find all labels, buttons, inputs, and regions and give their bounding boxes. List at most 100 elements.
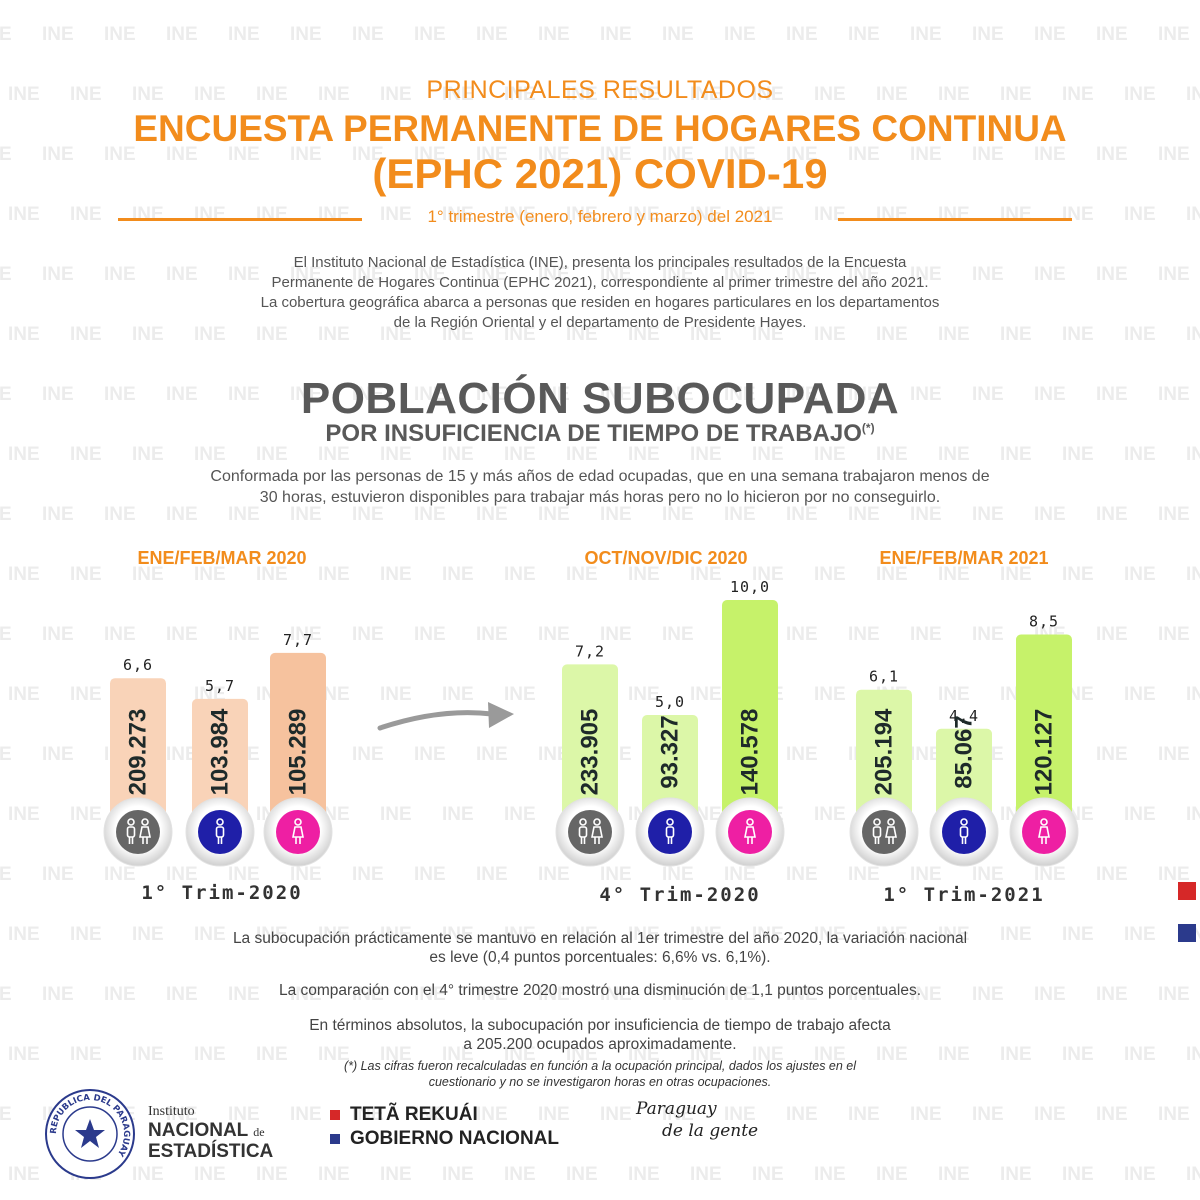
- watermark-text: INE: [910, 984, 942, 1005]
- watermark-text: INE: [662, 864, 694, 885]
- watermark-text: INE: [814, 84, 846, 105]
- watermark-text: INE: [442, 564, 474, 585]
- watermark-text: INE: [504, 204, 536, 225]
- people-icon: [849, 797, 919, 867]
- note-line: En términos absolutos, la subocupación p…: [309, 1017, 891, 1034]
- watermark-text: INE: [504, 444, 536, 465]
- watermark-text: INE: [380, 324, 412, 345]
- watermark-text: INE: [166, 624, 198, 645]
- watermark-text: INE: [814, 324, 846, 345]
- watermark-text: INE: [1096, 144, 1128, 165]
- watermark-text: INE: [566, 84, 598, 105]
- watermark-text: INE: [1186, 324, 1200, 345]
- note-variation: La subocupación prácticamente se mantuvo…: [120, 929, 1080, 967]
- slogan-line1: Paraguay: [636, 1099, 717, 1119]
- arrow-right-icon: [377, 702, 514, 731]
- desc-line: Conformada por las personas de 15 y más …: [210, 468, 990, 485]
- watermark-text: INE: [538, 864, 570, 885]
- watermark-text: INE: [848, 384, 880, 405]
- watermark-text: INE: [8, 204, 40, 225]
- watermark-text: INE: [0, 864, 12, 885]
- watermark-text: INE: [1124, 204, 1156, 225]
- watermark-text: INE: [1124, 1044, 1156, 1065]
- woman-icon: [1009, 797, 1079, 867]
- watermark-text: INE: [876, 84, 908, 105]
- watermark-text: INE: [724, 24, 756, 45]
- desc-line: 30 horas, estuvieron disponibles para tr…: [259, 489, 941, 506]
- watermark-text: INE: [290, 984, 322, 1005]
- watermark-text: INE: [910, 864, 942, 885]
- watermark-text: INE: [194, 564, 226, 585]
- watermark-text: INE: [8, 444, 40, 465]
- watermark-text: INE: [194, 84, 226, 105]
- watermark-text: INE: [938, 1164, 970, 1185]
- gov-text-2: GOBIERNO NACIONAL: [350, 1128, 559, 1149]
- people-icon: [555, 797, 625, 867]
- watermark-text: INE: [1158, 144, 1190, 165]
- watermark-text: INE: [566, 564, 598, 585]
- watermark-text: INE: [848, 624, 880, 645]
- watermark-text: INE: [814, 684, 846, 705]
- ine-logo-line2: NACIONAL de: [148, 1120, 265, 1142]
- footnote-line: cuestionario y no se investigaron horas …: [428, 1075, 772, 1089]
- watermark-text: INE: [724, 504, 756, 525]
- watermark-text: INE: [566, 204, 598, 225]
- kicker-text: PRINCIPALES RESULTADOS: [426, 76, 774, 104]
- period-label-q4-2020: 4° Trim-2020: [599, 884, 761, 906]
- watermark-text: INE: [690, 684, 722, 705]
- watermark-text: INE: [628, 84, 660, 105]
- watermark-text: INE: [0, 744, 12, 765]
- watermark-text: INE: [1096, 984, 1128, 1005]
- watermark-text: INE: [442, 204, 474, 225]
- watermark-text: INE: [538, 144, 570, 165]
- watermark-text: INE: [848, 144, 880, 165]
- watermark-text: INE: [0, 624, 12, 645]
- watermark-text: INE: [380, 84, 412, 105]
- watermark-text: INE: [476, 984, 508, 1005]
- watermark-text: INE: [972, 144, 1004, 165]
- watermark-text: INE: [290, 864, 322, 885]
- watermark-text: INE: [566, 444, 598, 465]
- watermark-text: INE: [910, 624, 942, 645]
- watermark-text: INE: [538, 264, 570, 285]
- intro-paragraph: El Instituto Nacional de Estadística (IN…: [140, 253, 1060, 333]
- watermark-text: INE: [318, 924, 350, 945]
- watermark-text: INE: [662, 1104, 694, 1125]
- page-title-line1: ENCUESTA PERMANENTE DE HOGARES CONTINUA: [133, 108, 1067, 149]
- watermark-text: INE: [848, 504, 880, 525]
- watermark-text: INE: [290, 144, 322, 165]
- watermark-text: INE: [538, 384, 570, 405]
- watermark-text: INE: [1124, 84, 1156, 105]
- watermark-text: INE: [972, 504, 1004, 525]
- watermark-text: INE: [70, 924, 102, 945]
- watermark-text: INE: [194, 1164, 226, 1185]
- watermark-text: INE: [662, 624, 694, 645]
- watermark-text: INE: [256, 1164, 288, 1185]
- watermark-text: INE: [166, 384, 198, 405]
- watermark-text: INE: [628, 564, 660, 585]
- watermark-text: INE: [442, 1044, 474, 1065]
- watermark-text: INE: [938, 324, 970, 345]
- watermark-text: INE: [70, 564, 102, 585]
- watermark-text: INE: [910, 144, 942, 165]
- watermark-text: INE: [538, 624, 570, 645]
- watermark-text: INE: [476, 864, 508, 885]
- watermark-text: INE: [318, 1044, 350, 1065]
- watermark-text: INE: [848, 864, 880, 885]
- watermark-text: INE: [70, 84, 102, 105]
- footnote-line: (*) Las cifras fueron recalculadas en fu…: [343, 1059, 857, 1073]
- watermark-text: INE: [1158, 24, 1190, 45]
- watermark-text: INE: [318, 1164, 350, 1185]
- watermark-text: INE: [166, 864, 198, 885]
- watermark-text: INE: [690, 84, 722, 105]
- watermark-text: INE: [352, 624, 384, 645]
- watermark-text: INE: [228, 1104, 260, 1125]
- value-label-q4-2020-2: 10,0: [730, 578, 770, 596]
- watermark-text: INE: [1186, 84, 1200, 105]
- red-square-icon: [330, 1110, 340, 1120]
- man-icon: [185, 797, 255, 867]
- value-label-q1-2021-1: 4,4: [949, 707, 979, 725]
- watermark-text: INE: [690, 324, 722, 345]
- watermark-text: INE: [1034, 264, 1066, 285]
- watermark-text: INE: [1096, 864, 1128, 885]
